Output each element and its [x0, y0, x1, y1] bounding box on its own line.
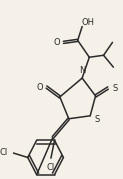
Text: S: S [95, 115, 100, 124]
Text: S: S [113, 84, 118, 93]
Text: Cl: Cl [0, 148, 8, 157]
Text: Cl: Cl [47, 163, 55, 172]
Text: OH: OH [81, 18, 94, 27]
Text: O: O [37, 83, 44, 91]
Text: O: O [54, 38, 61, 47]
Text: N: N [79, 66, 85, 75]
